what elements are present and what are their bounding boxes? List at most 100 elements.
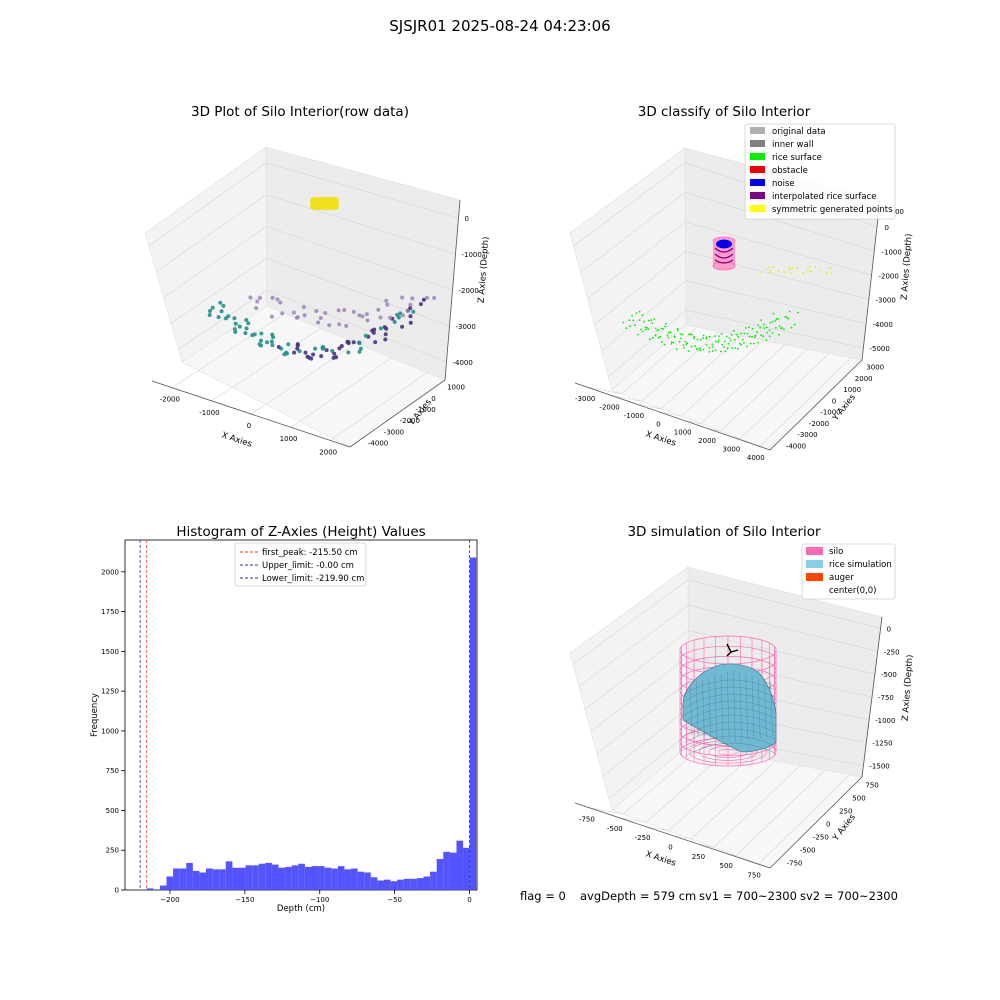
histogram-bar bbox=[364, 872, 371, 890]
classify-noise-cluster bbox=[716, 239, 732, 249]
classify-rice-surface-point bbox=[775, 326, 777, 329]
histogram-bar bbox=[212, 869, 220, 890]
simulation-y-tick-label: -500 bbox=[800, 847, 816, 855]
classify-x-gridline bbox=[740, 353, 830, 440]
classify-y-tick-label: -1000 bbox=[820, 409, 840, 417]
classify-rice-surface-point bbox=[711, 345, 714, 348]
classify-rice-surface-point bbox=[737, 347, 739, 350]
raw-data-point bbox=[395, 312, 400, 317]
histogram-y-tick-label: 500 bbox=[106, 807, 119, 815]
classify-rice-surface-point bbox=[742, 338, 744, 341]
classify-rice-surface-point bbox=[775, 317, 778, 320]
raw-data-point bbox=[408, 314, 413, 319]
classify-rice-surface-point bbox=[711, 350, 714, 353]
raw-y-tick-label: -3000 bbox=[384, 428, 404, 436]
classify-rice-surface-point bbox=[756, 331, 758, 333]
classify-symmetric-point bbox=[789, 268, 791, 271]
raw-data-point bbox=[254, 306, 259, 311]
histogram-legend-items: first_peak: -215.50 cm Upper_limit: -0.00… bbox=[240, 548, 364, 584]
histogram-bar bbox=[225, 861, 233, 890]
classify-rice-surface-point bbox=[720, 332, 723, 335]
classify-x-gridline bbox=[635, 403, 662, 410]
classify-z-tick-label: -3000 bbox=[876, 297, 896, 305]
raw-data-point bbox=[408, 302, 413, 307]
simulation-x-gridline bbox=[616, 816, 646, 823]
classify-rice-surface-point bbox=[727, 342, 730, 345]
raw-data-point bbox=[357, 349, 362, 354]
classify-rice-surface-point bbox=[793, 323, 796, 326]
classify-x-gridline bbox=[611, 395, 642, 402]
classify-rice-surface-point bbox=[748, 326, 750, 329]
classify-symmetric-point bbox=[809, 270, 812, 273]
classify-z-gridline bbox=[608, 310, 687, 378]
classify-rice-surface-point bbox=[648, 338, 651, 341]
histogram-bar bbox=[265, 862, 272, 890]
simulation-silo-floor-ring bbox=[718, 748, 738, 756]
histogram-bar bbox=[324, 867, 332, 890]
simulation-rice-meshline bbox=[683, 679, 776, 695]
classify-rice-surface-point bbox=[705, 337, 708, 340]
raw-data-point bbox=[259, 338, 263, 343]
raw-data-point bbox=[233, 330, 238, 334]
classify-z-gridline bbox=[685, 280, 867, 325]
simulation-rice-meshline bbox=[733, 669, 736, 743]
simulation-rice-meshline bbox=[683, 742, 776, 758]
classify-x-tick-label: -2000 bbox=[599, 404, 619, 412]
simulation-x-tick-label: -750 bbox=[579, 816, 595, 824]
raw-y-tick-label: -4000 bbox=[368, 439, 388, 447]
simulation-x-gridline bbox=[623, 747, 702, 815]
classify-rice-surface-point bbox=[651, 322, 654, 324]
footer-sv2: sv2 = 700~2300 bbox=[800, 889, 898, 903]
classify-rice-surface-point bbox=[787, 317, 790, 320]
simulation-legend: silo rice simulation auger center(0,0) bbox=[801, 543, 896, 600]
classify-y-tick-label: 0 bbox=[832, 397, 836, 405]
classify-legend-label: obstacle bbox=[772, 166, 808, 176]
classify-legend-label: interpolated rice surface bbox=[772, 192, 877, 202]
classify-rice-surface-point bbox=[659, 335, 661, 338]
histogram-title: Histogram of Z-Axies (Height) Values bbox=[176, 524, 425, 540]
classify-rice-surface-point bbox=[667, 336, 670, 339]
simulation-z-gridline bbox=[608, 732, 690, 800]
classify-z-axis-line bbox=[861, 199, 881, 361]
simulation-rice-meshline bbox=[714, 675, 717, 740]
classify-rice-surface-point bbox=[654, 334, 657, 337]
raw-y-axis-line bbox=[349, 379, 446, 448]
panel-raw: 3D Plot of Silo Interior(row data) -2000… bbox=[144, 104, 491, 457]
raw-x-ticks: -2000 -1000 0 1000 2000 bbox=[160, 396, 337, 457]
classify-y-tick-label: 3000 bbox=[866, 364, 884, 372]
classify-rice-surface-point bbox=[644, 326, 647, 329]
simulation-x-gridline bbox=[690, 760, 776, 840]
classify-rice-surface-point bbox=[732, 329, 735, 332]
classify-rice-surface-point bbox=[625, 327, 628, 329]
classify-rice-surface-point bbox=[653, 318, 656, 320]
classify-rice-surface-point bbox=[641, 330, 644, 333]
simulation-rice-meshline bbox=[745, 673, 748, 741]
classify-rice-surface-point bbox=[632, 319, 635, 322]
raw-data-point bbox=[364, 312, 369, 317]
classify-rice-surface-point bbox=[687, 350, 690, 352]
classify-symmetric-point bbox=[772, 266, 774, 268]
classify-rice-surface-point bbox=[718, 335, 720, 337]
classify-legend-swatch bbox=[750, 166, 765, 173]
raw-data-point bbox=[280, 311, 285, 316]
simulation-z-label: Z Axies (Depth) bbox=[901, 654, 916, 721]
simulation-x-gridline bbox=[644, 825, 669, 831]
raw-data-point bbox=[392, 320, 397, 324]
simulation-y-tick-label: 250 bbox=[839, 808, 852, 816]
simulation-x-ticks: -750 -500 -250 0 250 500 750 bbox=[579, 816, 761, 880]
footer-flag: flag = 0 bbox=[520, 889, 566, 903]
raw-x-tick-label: -2000 bbox=[160, 396, 180, 404]
classify-rice-surface-point bbox=[714, 335, 717, 337]
raw-x-gridline bbox=[171, 370, 199, 388]
classify-rice-surface-point bbox=[702, 337, 705, 339]
histogram-bar bbox=[232, 867, 239, 890]
classify-rice-surface-point bbox=[669, 331, 672, 334]
raw-z-gridline bbox=[266, 226, 453, 291]
simulation-rice-meshline bbox=[720, 673, 724, 741]
raw-data-point bbox=[408, 320, 413, 325]
histogram-y-tick-label: 1750 bbox=[101, 608, 119, 616]
classify-rice-surface-point bbox=[734, 347, 737, 349]
raw-data-point bbox=[400, 324, 405, 329]
classify-rice-surface-point bbox=[640, 328, 642, 331]
